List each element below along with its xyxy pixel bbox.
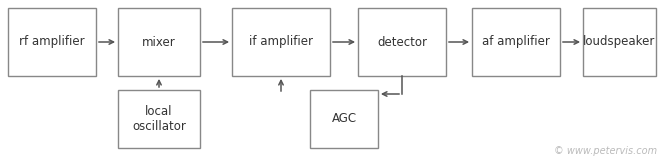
Text: if amplifier: if amplifier [249,35,313,48]
Bar [232,8,330,76]
Text: af amplifier: af amplifier [482,35,550,48]
Text: local
oscillator: local oscillator [132,105,186,133]
Text: © www.petervis.com: © www.petervis.com [554,146,657,156]
Text: rf amplifier: rf amplifier [19,35,85,48]
Text: detector: detector [377,35,427,48]
Text: mixer: mixer [142,35,176,48]
Bar [8,8,96,76]
Text: AGC: AGC [332,112,357,126]
Text: loudspeaker: loudspeaker [583,35,656,48]
Bar [310,90,378,148]
Bar [118,8,200,76]
Bar [472,8,560,76]
Bar [118,90,200,148]
Bar [358,8,446,76]
Bar [583,8,656,76]
